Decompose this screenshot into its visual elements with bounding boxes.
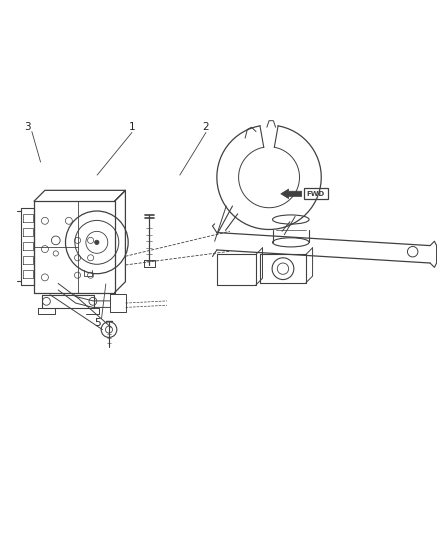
Text: 5: 5 xyxy=(94,318,100,328)
Text: FWD: FWD xyxy=(307,191,325,197)
Text: 2: 2 xyxy=(203,122,209,132)
Circle shape xyxy=(95,240,99,245)
Text: 1: 1 xyxy=(129,122,135,132)
Bar xyxy=(304,188,328,199)
Text: 3: 3 xyxy=(24,122,31,132)
FancyArrow shape xyxy=(281,189,302,199)
